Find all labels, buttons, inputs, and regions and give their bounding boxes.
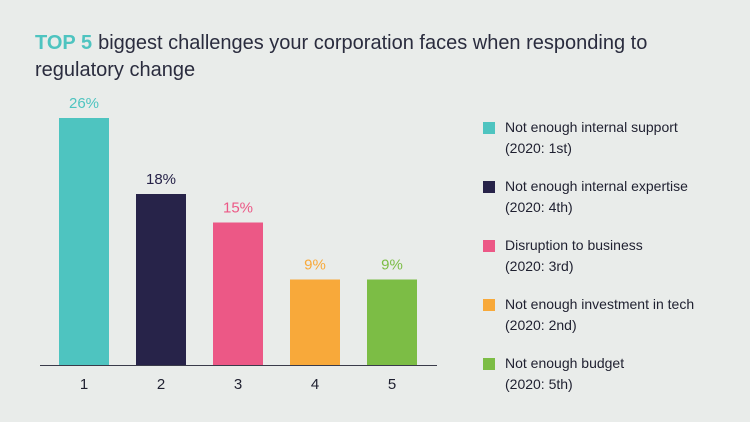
legend-item: Disruption to business (2020: 3rd) (483, 235, 743, 294)
legend-label: Not enough internal support (505, 119, 678, 135)
chart-title: TOP 5 biggest challenges your corporation… (35, 30, 675, 84)
legend-note: (2020: 1st) (505, 140, 572, 156)
x-tick-label-2: 2 (157, 376, 165, 393)
legend-swatch (483, 358, 495, 370)
legend-swatch (483, 240, 495, 252)
x-tick-label-3: 3 (234, 376, 242, 393)
legend-swatch (483, 122, 495, 134)
bar-2 (136, 194, 186, 365)
data-label-3: 15% (223, 200, 253, 217)
legend-swatch (483, 181, 495, 193)
legend-item: Not enough internal support (2020: 1st) (483, 117, 743, 176)
legend-label: Disruption to business (505, 237, 643, 253)
data-label-2: 18% (146, 171, 176, 188)
legend-item: Not enough budget (2020: 5th) (483, 353, 743, 412)
legend-label: Not enough budget (505, 355, 625, 371)
legend-note: (2020: 4th) (505, 199, 573, 215)
legend-item: Not enough investment in tech (2020: 2nd… (483, 294, 743, 353)
title-highlight: TOP 5 (35, 32, 93, 54)
legend-item: Not enough internal expertise (2020: 4th… (483, 176, 743, 235)
legend-label: Not enough internal expertise (505, 178, 688, 194)
bar-3 (213, 222, 263, 365)
bar-1 (59, 118, 109, 365)
title-text: biggest challenges your corporation face… (35, 32, 648, 81)
legend-label: Not enough investment in tech (505, 296, 695, 312)
legend-note: (2020: 5th) (505, 376, 573, 392)
legend-note: (2020: 2nd) (505, 317, 577, 333)
x-tick-label-1: 1 (80, 376, 88, 393)
legend-note: (2020: 3rd) (505, 258, 574, 274)
legend: Not enough internal support (2020: 1st) … (483, 117, 743, 412)
data-label-1: 26% (69, 95, 99, 112)
data-label-5: 9% (381, 257, 403, 274)
bar-4 (290, 279, 340, 365)
bar-5 (367, 279, 417, 365)
data-label-4: 9% (304, 257, 326, 274)
x-tick-label-5: 5 (388, 376, 396, 393)
bar-chart: 26% 1 18% 2 15% 3 9% 4 9% 5 (40, 95, 437, 393)
x-tick-label-4: 4 (311, 376, 319, 393)
legend-swatch (483, 299, 495, 311)
